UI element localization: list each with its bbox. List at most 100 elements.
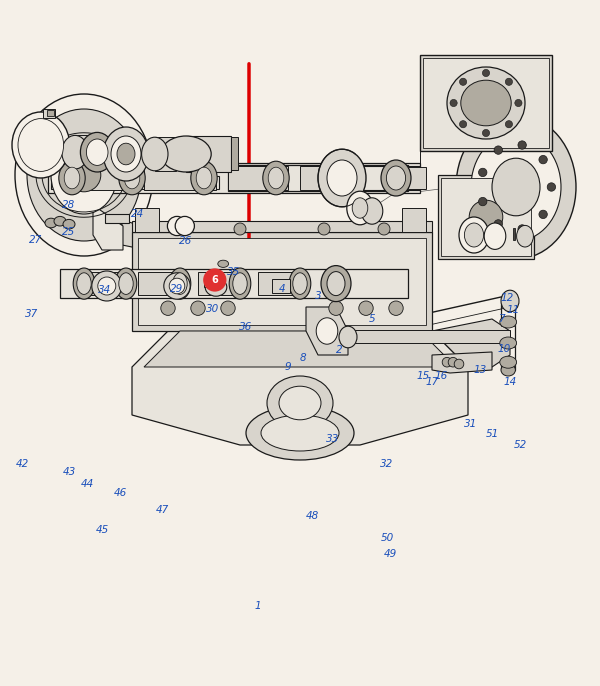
Text: 10: 10 xyxy=(497,344,511,354)
Ellipse shape xyxy=(175,216,194,235)
Ellipse shape xyxy=(142,137,168,171)
Ellipse shape xyxy=(263,161,289,195)
Ellipse shape xyxy=(340,167,356,189)
Ellipse shape xyxy=(98,277,116,295)
Bar xyxy=(513,228,515,240)
Ellipse shape xyxy=(464,223,484,247)
Ellipse shape xyxy=(205,279,227,296)
Text: 2: 2 xyxy=(335,345,343,355)
Ellipse shape xyxy=(124,167,140,189)
Ellipse shape xyxy=(15,94,153,256)
Bar xyxy=(408,167,426,189)
Text: 6: 6 xyxy=(211,275,218,285)
Text: 29: 29 xyxy=(170,284,184,294)
Bar xyxy=(75,135,98,169)
Polygon shape xyxy=(93,205,123,250)
Polygon shape xyxy=(432,352,492,373)
Ellipse shape xyxy=(59,161,85,195)
Bar xyxy=(360,166,420,190)
Ellipse shape xyxy=(246,406,354,460)
Ellipse shape xyxy=(117,143,135,165)
Ellipse shape xyxy=(359,301,373,316)
Polygon shape xyxy=(105,214,129,223)
Ellipse shape xyxy=(515,99,522,106)
Text: 14: 14 xyxy=(503,377,517,387)
Ellipse shape xyxy=(164,273,190,299)
Text: 46: 46 xyxy=(113,488,127,498)
Ellipse shape xyxy=(381,160,411,196)
Ellipse shape xyxy=(161,136,211,172)
Bar xyxy=(132,221,432,232)
Ellipse shape xyxy=(482,130,490,137)
Ellipse shape xyxy=(267,376,333,430)
Text: 24: 24 xyxy=(131,209,145,219)
Text: 31: 31 xyxy=(464,419,478,429)
Ellipse shape xyxy=(547,182,556,191)
Ellipse shape xyxy=(454,359,464,369)
Ellipse shape xyxy=(233,273,247,294)
Text: 3: 3 xyxy=(314,291,322,301)
Ellipse shape xyxy=(161,301,175,316)
Polygon shape xyxy=(144,331,456,367)
Ellipse shape xyxy=(62,135,88,169)
Bar xyxy=(138,238,426,325)
Text: 8: 8 xyxy=(299,353,307,363)
Text: 4: 4 xyxy=(278,284,286,294)
Text: 11: 11 xyxy=(506,305,520,315)
Ellipse shape xyxy=(501,290,519,312)
Ellipse shape xyxy=(268,167,284,189)
Ellipse shape xyxy=(500,356,517,368)
Ellipse shape xyxy=(460,121,467,128)
Bar xyxy=(155,137,176,171)
Bar xyxy=(204,278,217,287)
Ellipse shape xyxy=(347,191,373,225)
Ellipse shape xyxy=(80,132,114,172)
Ellipse shape xyxy=(111,136,141,172)
Bar xyxy=(51,176,219,189)
Text: 28: 28 xyxy=(62,200,76,210)
Text: 27: 27 xyxy=(29,235,43,245)
Text: 30: 30 xyxy=(206,304,220,314)
Polygon shape xyxy=(84,211,168,271)
Ellipse shape xyxy=(63,220,75,229)
Ellipse shape xyxy=(450,99,457,106)
Bar xyxy=(198,272,234,295)
Text: 1: 1 xyxy=(254,601,262,611)
Bar xyxy=(441,178,531,256)
Bar xyxy=(43,109,55,118)
Ellipse shape xyxy=(500,337,517,349)
Ellipse shape xyxy=(378,223,390,235)
Ellipse shape xyxy=(54,216,66,226)
Ellipse shape xyxy=(77,273,91,294)
Bar xyxy=(135,208,159,232)
Bar xyxy=(186,136,231,172)
Ellipse shape xyxy=(318,223,330,235)
Bar xyxy=(501,318,515,327)
Ellipse shape xyxy=(169,268,191,299)
Bar xyxy=(348,330,510,343)
Ellipse shape xyxy=(539,156,547,164)
Text: 50: 50 xyxy=(380,533,394,543)
Ellipse shape xyxy=(293,273,307,294)
Text: 32: 32 xyxy=(380,459,394,469)
Ellipse shape xyxy=(339,327,357,348)
Text: 43: 43 xyxy=(62,467,76,477)
Ellipse shape xyxy=(494,146,503,154)
Ellipse shape xyxy=(86,139,108,165)
Ellipse shape xyxy=(73,268,95,299)
Text: 17: 17 xyxy=(425,377,439,387)
Ellipse shape xyxy=(261,415,339,451)
Ellipse shape xyxy=(191,161,217,195)
Ellipse shape xyxy=(321,265,351,302)
Ellipse shape xyxy=(64,167,80,189)
Ellipse shape xyxy=(539,210,547,219)
Text: 36: 36 xyxy=(239,322,253,332)
Ellipse shape xyxy=(329,301,343,316)
Ellipse shape xyxy=(191,301,205,316)
Ellipse shape xyxy=(119,273,133,294)
Bar xyxy=(228,165,408,191)
Ellipse shape xyxy=(461,80,511,126)
Ellipse shape xyxy=(456,115,576,259)
Ellipse shape xyxy=(289,268,311,299)
Bar xyxy=(402,208,426,232)
